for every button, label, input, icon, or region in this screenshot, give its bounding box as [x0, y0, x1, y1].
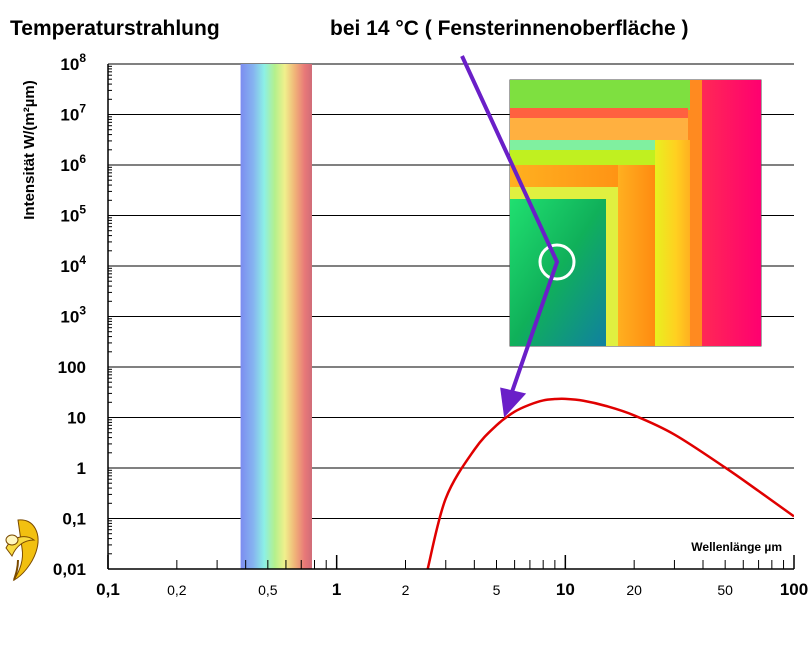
- curve-layer: [426, 397, 794, 569]
- x-tick-label: 2: [402, 582, 410, 598]
- y-tick-label: 1: [77, 459, 86, 478]
- radiation-curve: [426, 397, 794, 569]
- x-tick-label: 100: [780, 580, 808, 599]
- grid-layer: [108, 63, 794, 519]
- y-tick-label: 106: [60, 152, 86, 175]
- y-axis-label: Intensität W/(m²µm): [21, 80, 38, 219]
- measurement-point-marker: [538, 243, 576, 281]
- y-tick-label: 103: [60, 304, 86, 327]
- y-tick-label: 10: [67, 409, 86, 428]
- y-tick-label: 107: [60, 102, 86, 125]
- x-tick-label: 50: [717, 582, 733, 598]
- y-tick-label: 105: [60, 203, 86, 226]
- thermal-image: [509, 79, 762, 347]
- x-tick-label: 0,2: [167, 582, 187, 598]
- logo-icon: [5, 519, 39, 582]
- x-tick-label: 5: [493, 582, 501, 598]
- chart-title: Temperaturstrahlung: [10, 17, 220, 40]
- x-axis-label: Wellenlänge µm: [691, 540, 782, 554]
- visible-spectrum-band: [240, 64, 312, 569]
- visible-spectrum-layer: [240, 64, 312, 569]
- annotation-arrow: [460, 55, 560, 393]
- y-tick-label: 108: [60, 51, 86, 74]
- x-tick-label: 10: [556, 580, 575, 599]
- x-tick-label: 20: [626, 582, 642, 598]
- x-tick-label: 1: [332, 580, 341, 599]
- y-tick-label: 0,01: [53, 560, 86, 579]
- annotation-arrowhead: [500, 387, 527, 418]
- y-tick-label: 0,1: [62, 510, 86, 529]
- y-tick-label: 104: [60, 253, 86, 276]
- x-tick-label: 0,1: [96, 580, 120, 599]
- y-tick-label: 100: [58, 358, 86, 377]
- chart-subtitle: bei 14 °C ( Fensterinnenoberfläche ): [330, 17, 688, 40]
- annotation-layer: [460, 55, 576, 418]
- x-tick-label: 0,5: [258, 582, 278, 598]
